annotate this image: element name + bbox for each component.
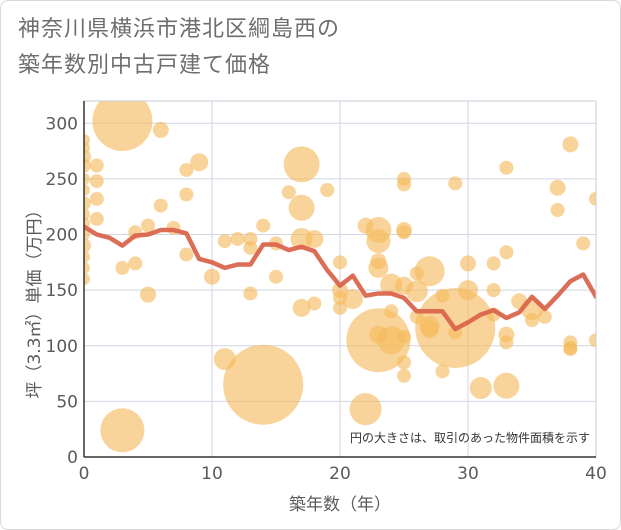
bubble-point [92,101,153,152]
bubble-point [499,245,514,260]
bubble-point [153,198,168,213]
x-tick-label: 30 [457,464,479,484]
bubble-point [366,229,391,254]
bubble-point [549,179,566,196]
bubble-point [349,393,382,426]
bubble-point [288,194,315,221]
bubble-point [89,191,104,206]
bubble-point [179,247,194,262]
bubble-point [179,187,194,202]
bubble-point [448,176,463,191]
y-tick-label: 300 [46,114,78,134]
x-tick-label: 20 [329,464,351,484]
bubble-point [397,368,411,383]
bubble-point [397,355,411,370]
axes: 0 10 20 30 40 0 50 100 150 200 250 300 [46,100,607,484]
bubble-point [217,234,232,249]
y-axis-label: 坪（3.3㎡）単価（万円） [25,201,45,398]
bubble-point [140,286,156,303]
bubble-point [405,280,428,303]
bubble-point [333,255,347,270]
bubble-point [486,283,501,298]
bubble-point [525,313,539,328]
bubble-point [84,238,91,253]
y-tick-label: 0 [67,448,78,468]
y-tick-label: 150 [46,281,78,301]
bubble-point [128,256,143,271]
bubble-point [333,300,347,315]
bubble-point [84,158,91,173]
bubble-point [589,191,596,206]
bubble-point [243,240,258,255]
bubble-point [435,364,450,379]
bubble-point [84,196,91,211]
x-tick-label: 0 [79,464,90,484]
bubble-point [84,208,90,221]
bubble-point [290,227,313,250]
bubble-point [469,377,492,400]
bubble-point [152,121,169,138]
bubble-point [243,286,258,301]
y-tick-label: 100 [46,337,78,357]
bubble-point [89,158,104,173]
bubble-point [100,408,145,453]
bubble-point [141,218,155,233]
bubble-point [179,162,194,177]
y-tick-label: 50 [56,392,78,412]
bubble-point [204,268,220,285]
chart-title-line-1: 神奈川県横浜市港北区綱島西の [18,17,341,42]
bubble-point [368,257,389,278]
bubble-point [307,296,322,311]
bubble-point [537,309,552,324]
chart-title-line-2: 築年数別中古戸建て価格 [18,53,272,78]
bubble-point [281,185,296,200]
bubble-point [499,335,514,350]
bubbles-layer [84,101,596,453]
bubble-point [397,329,411,344]
bubble-point [458,280,478,301]
bubble-point [397,177,411,192]
bubble-point [89,211,104,226]
bubble-point [342,289,363,310]
bubble-point [283,146,320,183]
bubble-point [230,231,245,246]
bubble-point [414,256,445,287]
average-line-layer [84,224,596,332]
bubble-point [562,136,579,153]
bubble-point [292,298,311,317]
bubble-point [84,172,90,185]
bubble-point [84,250,90,263]
bubble-point [384,304,399,319]
x-tick-label: 10 [201,464,223,484]
bubble-point [84,184,90,196]
bubble-point [563,342,578,357]
bubble-point [493,372,520,399]
chart-title: 神奈川県横浜市港北区綱島西の 築年数別中古戸建て価格 [18,12,340,84]
y-tick-label: 200 [46,226,78,246]
average-price-line [84,224,596,332]
bubble-point [190,153,209,172]
bubble-point [499,160,514,175]
y-tick-label: 250 [46,170,78,190]
bubble-point [84,273,90,285]
bubble-point [576,236,591,251]
bubble-point [460,255,476,272]
bubble-point [84,261,90,274]
bubble-point [397,225,411,240]
x-axis-label: 築年数（年） [289,495,391,515]
bubble-point [269,269,283,284]
bubble-point [89,174,104,189]
bubble-point [320,183,335,197]
bubble-point [256,218,271,233]
size-note: 円の大きさは、取引のあった物件面積を示す [350,430,590,445]
bubble-point [486,256,501,271]
x-tick-label: 40 [585,464,607,484]
bubble-point [305,229,324,248]
bubble-point [589,333,596,348]
bubble-point [550,203,565,218]
bubble-point [223,344,304,425]
bubble-point [115,260,130,275]
